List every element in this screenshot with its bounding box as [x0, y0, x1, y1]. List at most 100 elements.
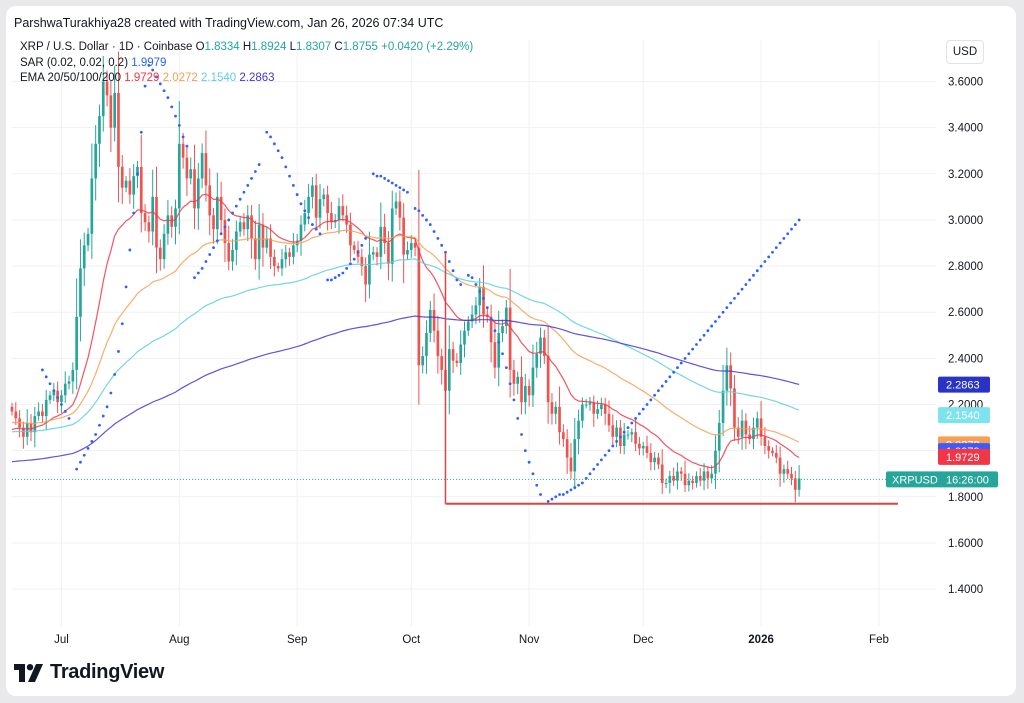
candle-body	[223, 219, 227, 244]
candle-body	[679, 471, 683, 474]
price-badge	[938, 448, 990, 465]
candle-body	[82, 245, 86, 269]
candle-body	[155, 196, 158, 248]
candle-body	[44, 399, 48, 417]
candle-body	[60, 395, 63, 403]
open-label: O	[195, 41, 205, 53]
last-price-symbol: XRPUSD	[892, 474, 938, 486]
ema-label[interactable]: EMA 20/50/100/200	[20, 72, 122, 84]
sar-dot	[657, 389, 660, 393]
sar-dot	[105, 405, 109, 409]
symbol-row: XRP / U.S. Dollar · 1D · Coinbase O1.833…	[20, 40, 473, 56]
sar-dot	[733, 296, 736, 300]
candle-body	[162, 233, 166, 260]
sar-label[interactable]: SAR (0.02, 0.02, 0.2)	[20, 56, 129, 69]
sar-dot	[56, 396, 60, 399]
candle-body	[691, 480, 694, 483]
sar-dot	[459, 283, 463, 286]
candle-body	[786, 469, 790, 474]
candle-body	[117, 93, 120, 167]
candle-body	[212, 215, 215, 230]
candle-body	[436, 330, 440, 357]
sar-dot	[272, 142, 276, 146]
sar-dot	[489, 317, 493, 321]
candle-body	[508, 307, 512, 370]
candle-body	[52, 390, 56, 396]
sar-dot	[360, 243, 364, 247]
sar-dot	[227, 218, 231, 222]
candle-body	[600, 404, 603, 410]
sar-dot	[326, 278, 330, 282]
sar-dot	[185, 144, 189, 148]
candle-body	[729, 365, 732, 389]
sar-dots-group	[41, 63, 801, 503]
sar-dot	[599, 458, 603, 462]
candle-body	[341, 206, 345, 216]
sar-dot	[645, 403, 649, 406]
candle-body	[303, 213, 307, 225]
sar-dot	[440, 243, 444, 247]
candle-body	[219, 196, 223, 220]
candle-body	[622, 434, 626, 447]
sar-dot	[474, 283, 478, 286]
sar-dot	[725, 306, 729, 310]
sar-dot	[86, 446, 90, 450]
candle-body	[371, 252, 375, 255]
candle-body	[702, 471, 706, 481]
sar-dot	[698, 338, 702, 342]
last-price-badge	[886, 471, 998, 488]
candle-body	[288, 252, 291, 257]
sar-dot	[520, 433, 523, 436]
candle-body	[755, 418, 759, 428]
candle-body	[196, 178, 200, 209]
price-badge-label: 1.9729	[946, 452, 980, 464]
sar-dot	[611, 444, 615, 448]
candle-body	[254, 238, 257, 260]
y-tick-label: 2.4000	[948, 353, 983, 365]
candle-body	[166, 215, 170, 234]
candle-body	[425, 333, 428, 357]
candle-body	[565, 439, 569, 458]
sar-dot	[531, 472, 535, 476]
sar-dot	[284, 165, 288, 169]
sar-dot	[466, 273, 470, 277]
sar-dot	[60, 403, 63, 406]
sar-dot	[75, 467, 79, 471]
candle-body	[615, 427, 618, 437]
candle-body	[318, 199, 322, 218]
candle-body	[109, 95, 113, 128]
sar-dot	[672, 370, 676, 374]
sar-dot	[136, 172, 139, 176]
sar-dot	[710, 324, 714, 328]
sar-dot	[212, 246, 215, 250]
sar-dot	[162, 89, 166, 93]
y-tick-label: 2.8000	[948, 261, 983, 273]
y-tick-label: 1.8000	[948, 492, 983, 504]
sar-dot	[717, 315, 721, 319]
change-value: +0.0420 (+2.29%)	[381, 41, 474, 53]
sar-dot	[394, 183, 398, 187]
ema-line-200	[11, 315, 800, 463]
chart-canvas[interactable]: 3.6000 3.4000 3.2000 3.0000 2.8000 2.6000 2.40…	[6, 6, 1016, 696]
sar-dot	[470, 276, 474, 280]
sar-dot	[143, 84, 147, 88]
sar-dot	[649, 398, 653, 402]
sar-dot	[706, 329, 710, 333]
symbol-title[interactable]: XRP / U.S. Dollar · 1D · Coinbase	[20, 41, 193, 53]
candle-body	[676, 471, 679, 481]
candle-body	[409, 243, 413, 250]
sar-dot	[139, 130, 143, 134]
ema50-value: 2.0272	[162, 72, 198, 84]
sar-dot	[771, 250, 774, 254]
candle-body	[94, 143, 97, 179]
candle-body	[101, 81, 105, 117]
currency-button[interactable]: USD	[946, 40, 984, 64]
sar-dot	[41, 368, 44, 372]
sar-dot	[98, 423, 101, 427]
sar-dot	[687, 352, 691, 356]
candle-body	[428, 309, 432, 333]
sar-dot	[417, 209, 421, 213]
candle-body	[67, 381, 71, 384]
sar-dot	[755, 269, 759, 273]
close-value: 1.8755	[342, 41, 378, 53]
